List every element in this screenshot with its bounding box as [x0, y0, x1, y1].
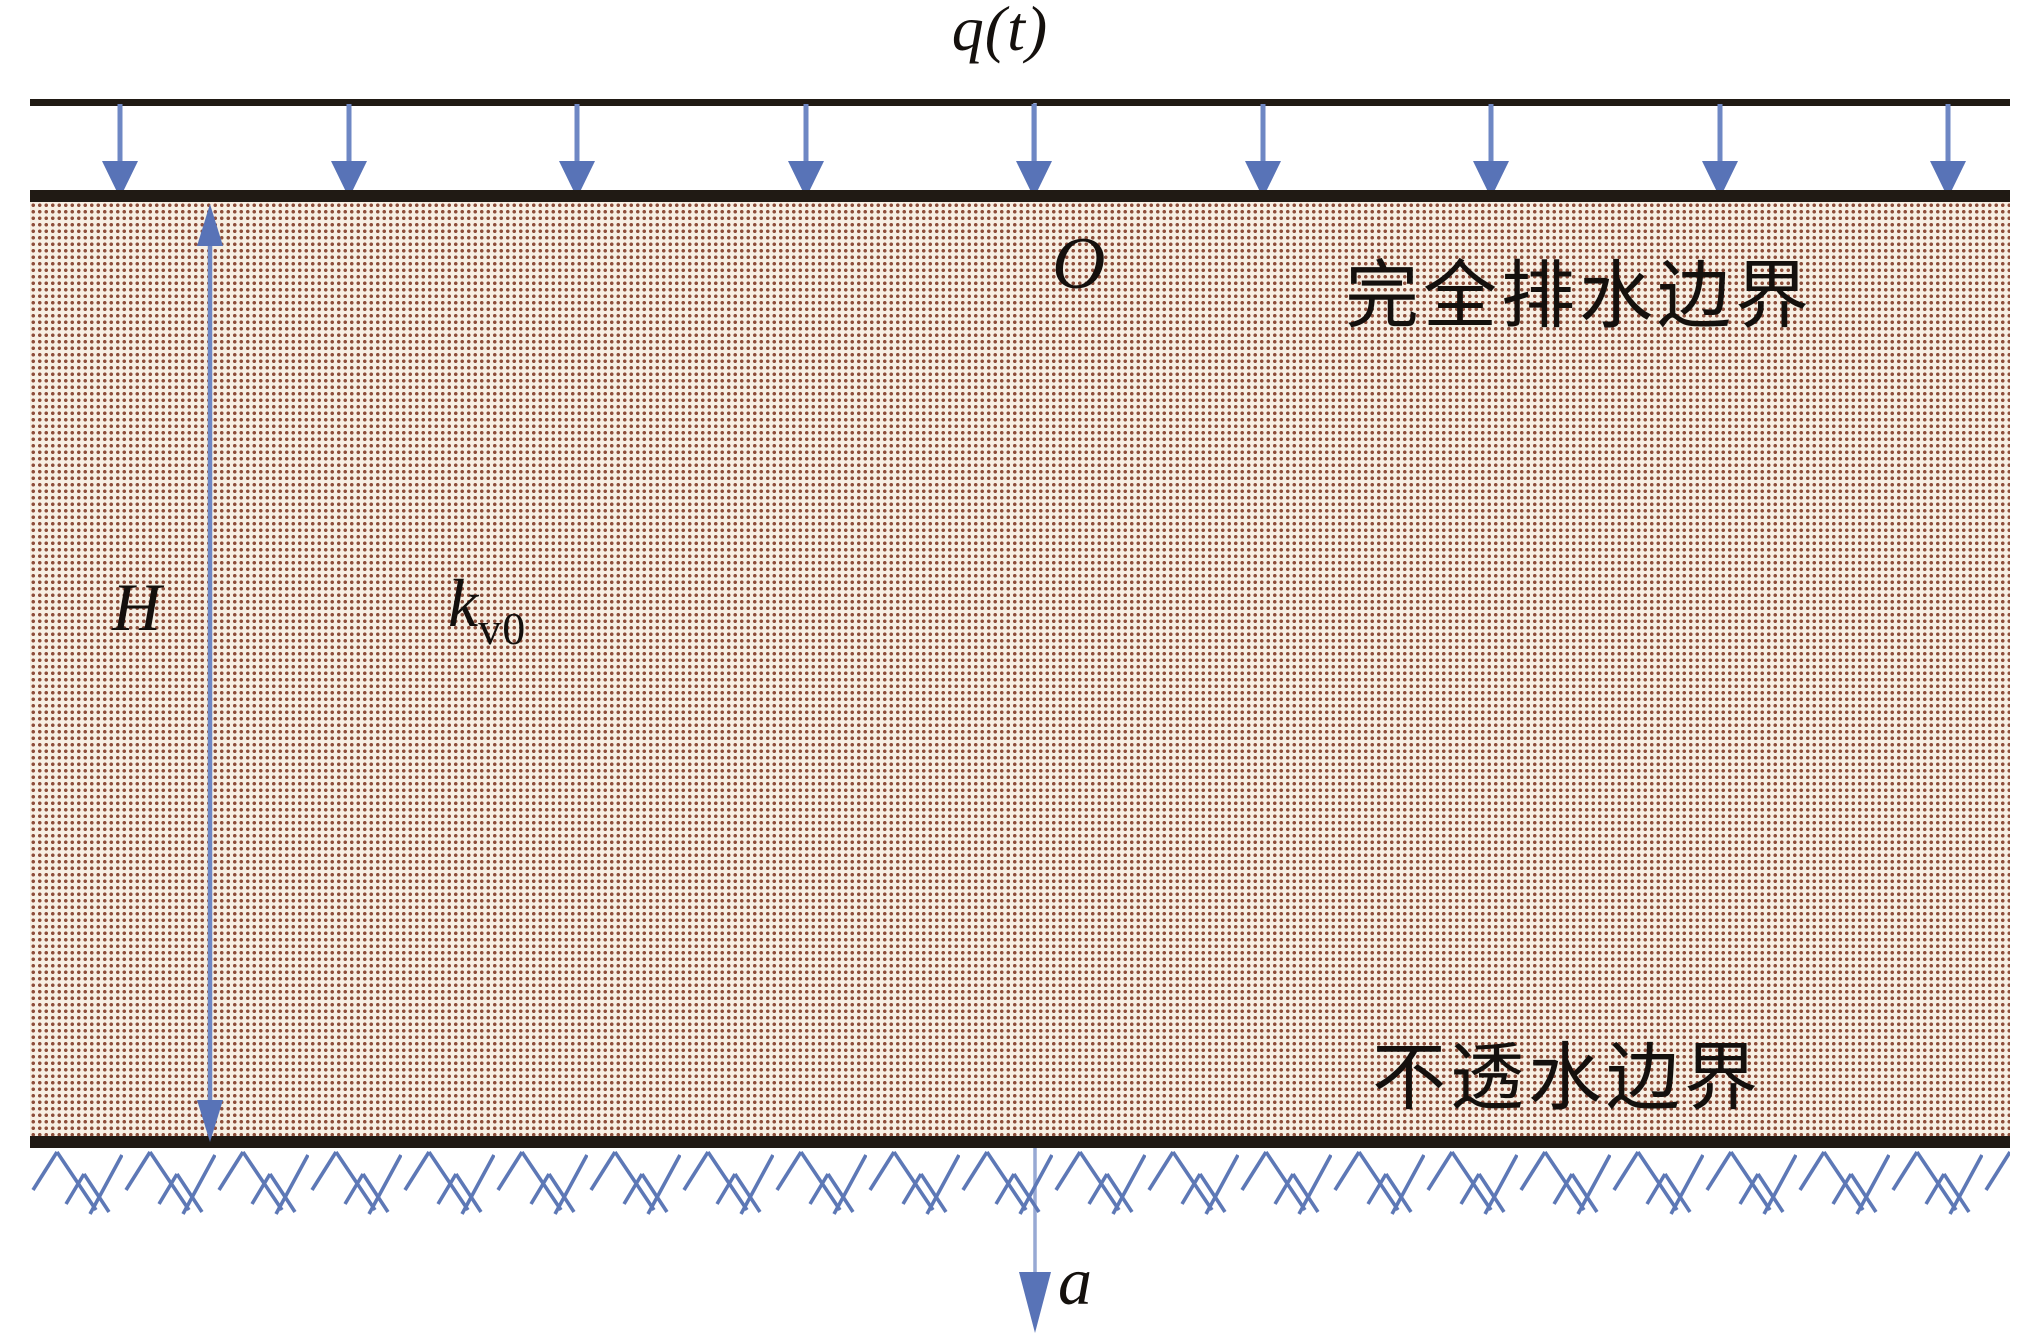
origin-label: O	[1052, 223, 1106, 305]
load-arrow-icon	[1702, 104, 1738, 198]
height-dimension-arrow-icon	[197, 204, 223, 1142]
axis-label-a: a	[1058, 1243, 1092, 1319]
load-arrow-icon	[1473, 104, 1509, 198]
load-arrow-icon	[1016, 104, 1052, 198]
impermeable-boundary-label: 不透水边界	[1372, 1038, 1762, 1120]
height-label: H	[112, 569, 162, 645]
soil-layer	[30, 190, 2010, 1148]
load-arrow-icon	[559, 104, 595, 198]
load-arrow-icon	[1245, 104, 1281, 198]
permeability-subscript: v0	[478, 603, 527, 654]
load-arrow-icon	[788, 104, 824, 198]
drained-boundary-label: 完全排水边界	[1345, 256, 1813, 338]
load-label: q(t)	[951, 0, 1049, 64]
load-arrow-icon	[1930, 104, 1966, 198]
permeability-symbol: k	[448, 565, 479, 641]
bedrock-hatching-icon	[30, 1148, 2010, 1218]
load-line	[30, 99, 2010, 106]
load-arrow-icon	[331, 104, 367, 198]
permeability-label: kv0	[448, 564, 526, 655]
load-arrow-icon	[102, 104, 138, 198]
